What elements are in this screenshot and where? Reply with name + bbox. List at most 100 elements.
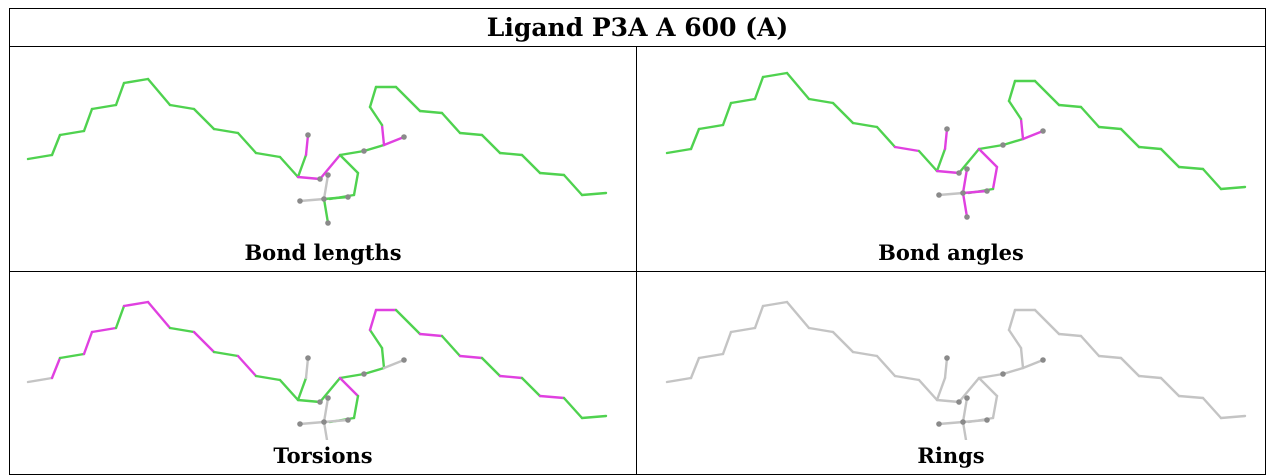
bond — [831, 101, 855, 125]
bond — [1007, 99, 1023, 121]
bond — [761, 300, 789, 308]
bond — [122, 300, 150, 308]
bond — [212, 350, 240, 358]
atom — [964, 214, 970, 220]
bond — [322, 418, 350, 424]
molecule-image-torsions — [26, 300, 608, 440]
bond — [480, 133, 502, 155]
bond — [338, 153, 360, 175]
bond — [1057, 103, 1083, 109]
bond — [338, 372, 366, 380]
bond — [1219, 414, 1247, 420]
bond — [1201, 396, 1223, 420]
bond — [458, 131, 484, 137]
atom — [345, 194, 351, 200]
bond — [807, 326, 835, 334]
bond — [721, 101, 733, 127]
bond — [961, 167, 969, 195]
bond — [318, 376, 342, 404]
bond — [254, 151, 282, 159]
atom — [361, 371, 367, 377]
atom — [956, 170, 962, 176]
bond — [893, 145, 921, 153]
table-title: Ligand P3A A 600 (A) — [10, 9, 1265, 47]
bond — [689, 127, 701, 151]
bond — [1007, 79, 1017, 103]
bond — [192, 107, 216, 131]
bond — [1219, 185, 1247, 191]
atom — [984, 188, 990, 194]
bond — [322, 173, 330, 201]
atom — [325, 395, 331, 401]
bond — [689, 356, 701, 380]
atom — [1000, 142, 1006, 148]
bond — [697, 123, 725, 131]
atom — [401, 357, 407, 363]
bond — [1079, 334, 1101, 358]
bond — [90, 103, 118, 111]
bond — [1119, 127, 1141, 149]
atom — [1040, 357, 1046, 363]
bond — [1007, 308, 1017, 332]
validation-table: Ligand P3A A 600 (A) Bond lengths Bond a… — [9, 8, 1266, 475]
bond — [1033, 79, 1061, 107]
bond — [807, 97, 835, 105]
bond — [1021, 358, 1045, 370]
bond — [977, 147, 999, 169]
bond — [368, 85, 378, 109]
bond — [785, 71, 811, 101]
bond — [893, 374, 921, 382]
bond — [917, 149, 939, 173]
atom — [345, 417, 351, 423]
bond — [1007, 328, 1023, 350]
bond — [729, 97, 757, 105]
panel-rings: Rings — [637, 272, 1265, 474]
atom — [305, 355, 311, 361]
bond — [875, 354, 897, 378]
bond — [785, 300, 811, 330]
bond — [935, 169, 961, 175]
bond — [352, 171, 360, 197]
bond — [935, 147, 947, 173]
bond — [146, 300, 172, 330]
bond — [318, 153, 342, 181]
bond — [440, 111, 462, 135]
bond — [831, 330, 855, 354]
bond — [298, 420, 326, 426]
bond — [368, 105, 384, 127]
atom — [321, 419, 327, 425]
bond — [729, 326, 757, 334]
bond — [875, 125, 897, 149]
bond — [322, 197, 330, 225]
bond — [458, 354, 484, 360]
bond — [961, 420, 968, 440]
bond — [90, 326, 118, 334]
atom — [317, 399, 323, 405]
bond — [665, 147, 693, 155]
bond — [380, 346, 386, 370]
bond — [362, 143, 386, 153]
atom — [321, 196, 327, 202]
bond — [961, 189, 989, 195]
atom — [1000, 371, 1006, 377]
bond — [114, 304, 126, 330]
bond — [146, 77, 172, 107]
bond — [394, 85, 422, 113]
atom — [325, 172, 331, 178]
bond — [1177, 165, 1205, 171]
bond — [26, 153, 54, 161]
bond — [977, 376, 999, 398]
bond — [58, 352, 86, 360]
molecule-image-bond-lengths — [26, 77, 608, 226]
bond — [943, 356, 949, 380]
atom — [297, 421, 303, 427]
bond — [562, 173, 584, 197]
panel-caption: Torsions — [273, 443, 373, 468]
panel-caption: Bond lengths — [244, 240, 402, 265]
bond — [1001, 137, 1025, 147]
atom — [936, 421, 942, 427]
bond — [1137, 374, 1163, 380]
bond — [362, 366, 386, 376]
atom — [956, 399, 962, 405]
bond — [380, 123, 386, 147]
